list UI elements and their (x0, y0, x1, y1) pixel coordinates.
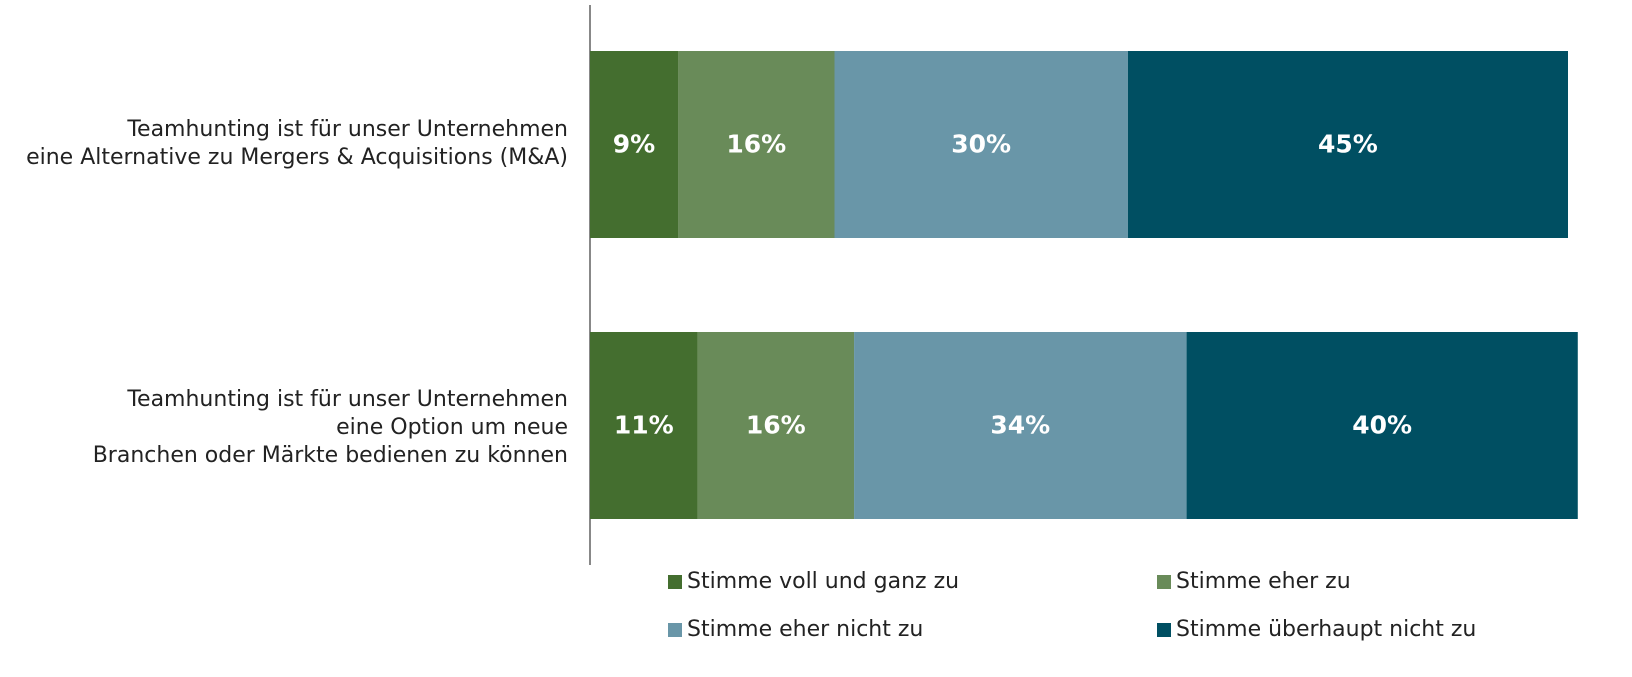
value-label: 16% (746, 411, 806, 440)
legend-swatch (1157, 574, 1171, 589)
bar-segment (590, 51, 679, 238)
bar-segment (590, 332, 698, 519)
category-label: Teamhunting ist für unser Unternehmen ei… (26, 116, 568, 170)
value-label: 40% (1352, 411, 1412, 440)
legend-item: Stimme überhaupt nicht zu (1157, 617, 1476, 642)
value-label: 45% (1318, 130, 1378, 159)
legend-swatch (1157, 622, 1171, 637)
value-label: 11% (614, 411, 674, 440)
bar-segment (1127, 51, 1568, 238)
legend-label: Stimme eher zu (1176, 569, 1351, 594)
value-label: 16% (726, 130, 786, 159)
value-label: 30% (951, 130, 1011, 159)
bar-segment (697, 332, 855, 519)
bar-segment (834, 51, 1128, 238)
value-label: 34% (990, 411, 1050, 440)
bar-segment (678, 51, 835, 238)
legend-swatch (668, 574, 682, 589)
category-label: Teamhunting ist für unser Unternehmen ei… (92, 386, 568, 468)
legend-label: Stimme voll und ganz zu (687, 569, 960, 594)
legend-item: Stimme eher zu (1157, 569, 1351, 594)
value-label: 9% (613, 130, 655, 159)
legend-label: Stimme eher nicht zu (687, 617, 924, 642)
legend-item: Stimme eher nicht zu (668, 617, 923, 642)
bar-segment (854, 332, 1187, 519)
legend-swatch (668, 622, 682, 637)
bar-segment (1186, 332, 1578, 519)
legend-label: Stimme überhaupt nicht zu (1176, 617, 1477, 642)
legend-item: Stimme voll und ganz zu (668, 569, 959, 594)
